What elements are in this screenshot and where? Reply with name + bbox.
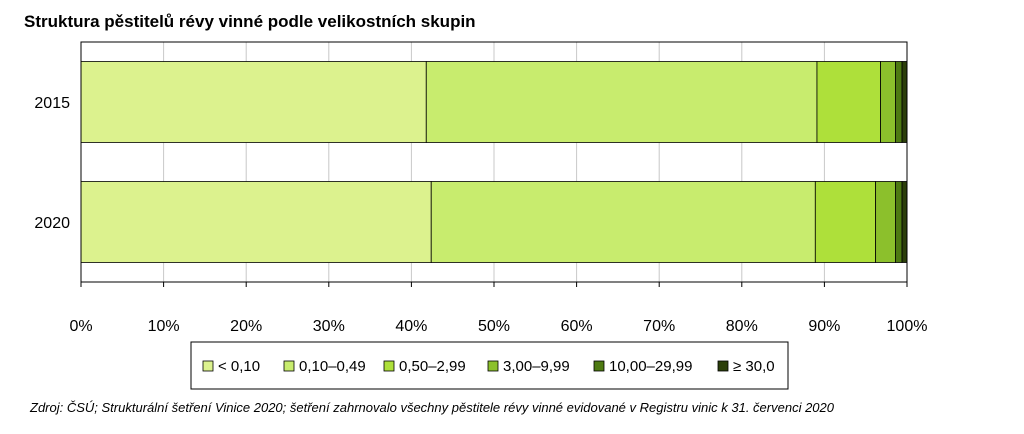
chart-title: Struktura pěstitelů révy vinné podle vel… xyxy=(24,12,476,31)
bar-segment xyxy=(880,61,896,143)
bar-segment xyxy=(901,181,908,263)
x-tick-label: 100% xyxy=(887,318,928,335)
bar-segment xyxy=(425,61,818,143)
category-labels: 2015 2020 xyxy=(34,95,70,232)
x-tick-labels: 0% 10% 20% 30% 40% 50% 60% 70% 80% 90% 100% xyxy=(69,282,927,335)
x-tick-label: 60% xyxy=(561,318,593,335)
legend-label: 0,50–2,99 xyxy=(399,358,466,375)
category-label: 2015 xyxy=(34,95,70,112)
source-note: Zdroj: ČSÚ; Strukturální šetření Vinice … xyxy=(30,400,835,415)
legend-label: 0,10–0,49 xyxy=(299,358,366,375)
legend-swatch xyxy=(283,360,295,372)
x-tick-label: 80% xyxy=(726,318,758,335)
bars xyxy=(80,61,908,263)
bar-segment xyxy=(816,61,881,143)
bar-segment xyxy=(80,181,432,263)
x-tick-label: 20% xyxy=(230,318,262,335)
x-tick-label: 70% xyxy=(643,318,675,335)
bar-segment xyxy=(430,181,816,263)
x-tick-label: 10% xyxy=(148,318,180,335)
bar-segment xyxy=(901,61,908,143)
x-tick-label: 40% xyxy=(395,318,427,335)
bar-segment xyxy=(875,181,896,263)
x-tick-label: 30% xyxy=(313,318,345,335)
legend-swatch xyxy=(717,360,729,372)
x-tick-label: 0% xyxy=(69,318,92,335)
legend-label: ≥ 30,0 xyxy=(733,358,775,375)
legend: < 0,10 0,10–0,49 0,50–2,99 3,00–9,99 10,00–2… xyxy=(190,341,789,390)
legend-label: 3,00–9,99 xyxy=(503,358,570,375)
bar-segment xyxy=(80,61,427,143)
category-label: 2020 xyxy=(34,215,70,232)
legend-swatch xyxy=(383,360,395,372)
legend-swatch xyxy=(487,360,499,372)
bar-segment xyxy=(895,61,903,143)
x-tick-label: 50% xyxy=(478,318,510,335)
legend-swatch xyxy=(202,360,214,372)
bar-segment xyxy=(895,181,903,263)
legend-swatch xyxy=(593,360,605,372)
x-tick-label: 90% xyxy=(808,318,840,335)
bar-segment xyxy=(814,181,877,263)
legend-label: 10,00–29,99 xyxy=(609,358,692,375)
legend-label: < 0,10 xyxy=(218,358,260,375)
